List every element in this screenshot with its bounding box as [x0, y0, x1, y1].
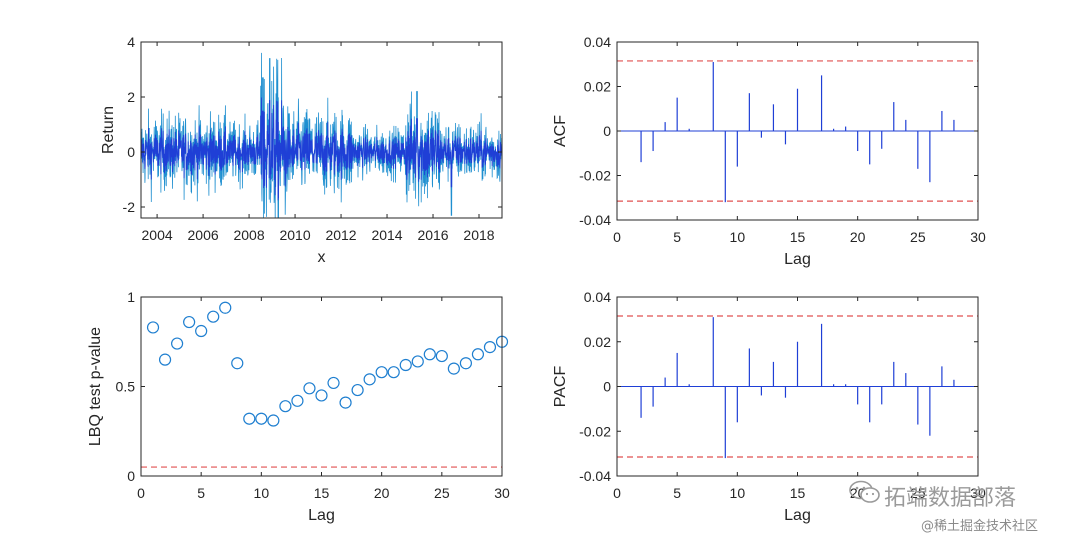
pvalue-marker-lag-7: [219, 301, 232, 314]
pvalue-marker-lag-8: [231, 357, 244, 370]
x-tick-label: 5: [673, 229, 681, 245]
pvalue-marker-lag-22: [399, 358, 412, 372]
y-tick-label: 0.04: [584, 289, 611, 305]
y-tick-label: -0.02: [579, 423, 611, 439]
lbq-panel: 0 5 10 15 20 25 30 0 0.5 1 Lag LBQ test p-value: [87, 289, 510, 524]
pvalue-marker-lag-28: [471, 348, 485, 361]
pvalue-marker-lag-29: [483, 341, 497, 354]
y-tick-label: 2: [127, 89, 135, 105]
pvalue-marker-lag-13: [291, 394, 304, 407]
y-tick-label: 0: [603, 379, 611, 395]
x-tick-label: 5: [197, 485, 205, 501]
x-axis-label: Lag: [784, 251, 811, 268]
x-tick-label: 2006: [188, 227, 219, 243]
x-tick-label: 25: [910, 485, 926, 501]
x-tick-label: 10: [730, 485, 746, 501]
pvalue-marker-lag-16: [327, 376, 340, 390]
y-tick-label: 0: [127, 144, 135, 160]
pvalue-marker-lag-18: [351, 383, 364, 397]
y-tick-label: -0.02: [579, 168, 611, 184]
pvalue-marker-lag-2: [158, 353, 172, 366]
y-axis-label: LBQ test p-value: [87, 327, 104, 446]
x-tick-label: 0: [137, 485, 145, 501]
x-tick-label: 0: [613, 229, 621, 245]
pvalue-marker-lag-27: [459, 357, 472, 370]
x-axis-label: x: [318, 249, 326, 266]
x-tick-label: 15: [314, 485, 330, 501]
pvalue-marker-lag-3: [171, 337, 184, 350]
pvalue-marker-lag-10: [255, 412, 268, 425]
x-tick-label: 25: [434, 485, 450, 501]
y-tick-label: 0: [603, 123, 611, 139]
x-tick-label: 30: [494, 485, 510, 501]
pvalue-marker-lag-11: [267, 414, 280, 427]
x-tick-label: 20: [374, 485, 390, 501]
x-tick-label: 20: [850, 229, 866, 245]
y-tick-label: -2: [123, 199, 136, 215]
x-axis-label: Lag: [308, 507, 335, 524]
x-tick-label: 2012: [325, 227, 356, 243]
x-tick-label: 2004: [142, 227, 173, 243]
x-tick-label: 2016: [417, 227, 448, 243]
watermark-title: 拓端数据部落: [884, 486, 1017, 511]
y-tick-label: 0.5: [116, 379, 136, 395]
x-tick-label: 25: [910, 229, 926, 245]
pvalue-marker-lag-25: [435, 349, 448, 363]
returns-panel: 2004 2006 2008 2010 2012 2014 2016 2018 -2 0 2 4 x Re…: [100, 34, 503, 266]
axes-box: [140, 296, 503, 477]
y-tick-label: -0.04: [579, 212, 611, 228]
pvalue-marker-lag-5: [195, 324, 208, 338]
pvalue-marker-lag-14: [303, 382, 316, 395]
pvalue-marker-lag-23: [411, 355, 424, 368]
watermark-subtitle: @稀土掘金技术社区: [921, 519, 1039, 534]
pvalue-marker-lag-19: [363, 373, 376, 386]
y-tick-label: 0.02: [584, 79, 611, 95]
x-tick-label: 2010: [279, 227, 310, 243]
y-tick-label: 4: [127, 34, 135, 50]
y-tick-label: 1: [127, 289, 135, 305]
y-tick-label: 0.04: [584, 34, 611, 50]
pvalue-marker-lag-6: [207, 310, 220, 323]
pvalue-marker-lag-20: [375, 366, 388, 379]
pvalue-marker-lag-26: [447, 362, 460, 375]
x-tick-label: 2018: [463, 227, 494, 243]
pvalue-marker-lag-24: [423, 348, 436, 361]
acf-panel: 0 5 10 15 20 25 30 -0.04 -0.02 0 0.02 0.04 Lag ACF: [552, 34, 986, 268]
y-tick-label: 0.02: [584, 334, 611, 350]
x-tick-label: 10: [730, 229, 746, 245]
pvalue-marker-lag-15: [315, 389, 328, 402]
wechat-logo-icon: [849, 480, 880, 503]
return-series-line-dark: [141, 97, 502, 201]
axes-box: [140, 41, 503, 219]
pvalue-marker-lag-21: [387, 366, 400, 379]
y-axis-label: PACF: [552, 366, 569, 408]
y-tick-label: -0.04: [579, 468, 611, 484]
x-tick-label: 2008: [233, 227, 264, 243]
x-tick-label: 30: [970, 485, 986, 501]
pvalue-marker-lag-17: [339, 396, 352, 409]
pvalue-marker-lag-12: [279, 400, 292, 413]
x-axis-label: Lag: [784, 507, 811, 524]
x-tick-label: 0: [613, 485, 621, 501]
x-tick-label: 15: [790, 485, 806, 501]
x-tick-label: 30: [970, 229, 986, 245]
x-tick-label: 5: [673, 485, 681, 501]
pvalue-marker-lag-1: [146, 321, 160, 334]
y-axis-label: ACF: [552, 115, 569, 147]
pvalue-marker-lag-4: [183, 315, 196, 329]
x-tick-label: 15: [790, 229, 806, 245]
pvalue-marker-lag-9: [243, 412, 256, 425]
y-axis-label: Return: [100, 106, 117, 154]
y-tick-label: 0: [127, 468, 135, 484]
x-tick-label: 2014: [371, 227, 402, 243]
x-tick-label: 10: [254, 485, 270, 501]
